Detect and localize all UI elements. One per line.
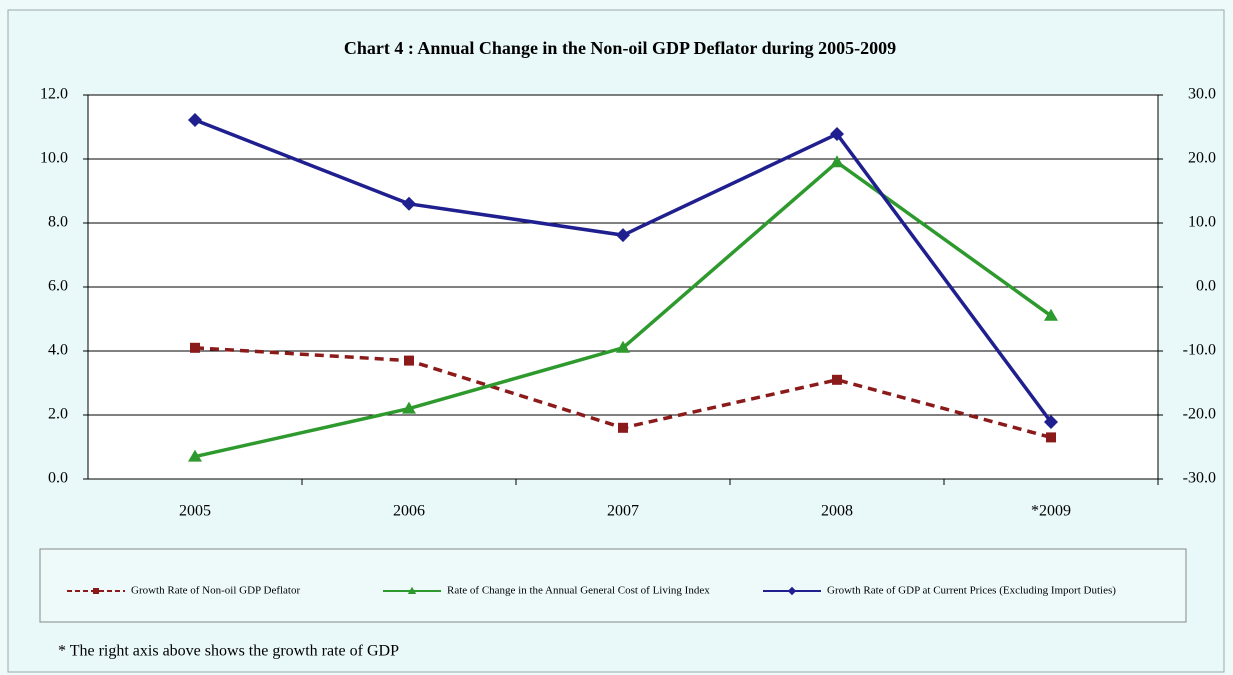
footnote: * The right axis above shows the growth … <box>58 643 399 660</box>
y2-tick-label: -20.0 <box>1183 406 1216 423</box>
y-tick-label: 12.0 <box>40 86 68 103</box>
legend-marker <box>407 586 417 594</box>
data-point <box>402 401 416 414</box>
y-tick-label: 2.0 <box>48 406 68 423</box>
x-tick-label: 2007 <box>607 503 639 520</box>
y2-tick-label: 10.0 <box>1188 214 1216 231</box>
y2-tick-label: 30.0 <box>1188 86 1216 103</box>
data-point <box>1044 308 1058 321</box>
y2-tick-label: -10.0 <box>1183 342 1216 359</box>
y2-tick-label: 0.0 <box>1196 278 1216 295</box>
y-tick-label: 0.0 <box>48 470 68 487</box>
y-tick-label: 6.0 <box>48 278 68 295</box>
data-point <box>188 112 202 127</box>
chart-title: Chart 4 : Annual Change in the Non-oil G… <box>344 38 896 58</box>
data-point <box>618 422 628 433</box>
legend-label: Rate of Change in the Annual General Cos… <box>447 585 710 597</box>
x-tick-label: *2009 <box>1031 503 1071 520</box>
legend-label: Growth Rate of GDP at Current Prices (Ex… <box>827 585 1116 597</box>
x-tick-label: 2005 <box>179 503 211 520</box>
data-point <box>1044 415 1058 430</box>
x-tick-label: 2008 <box>821 503 853 520</box>
data-point <box>402 196 416 211</box>
data-point <box>616 228 630 243</box>
data-point <box>1046 432 1056 443</box>
data-point <box>190 342 200 353</box>
y-tick-label: 4.0 <box>48 342 68 359</box>
legend-marker <box>93 588 99 594</box>
y2-tick-label: 20.0 <box>1188 150 1216 167</box>
legend-label: Growth Rate of Non-oil GDP Deflator <box>131 585 300 597</box>
y-tick-label: 8.0 <box>48 214 68 231</box>
data-point <box>830 155 844 168</box>
y2-tick-label: -30.0 <box>1183 470 1216 487</box>
data-point <box>616 340 630 353</box>
x-tick-label: 2006 <box>393 503 425 520</box>
data-point <box>404 355 414 366</box>
data-point <box>832 374 842 385</box>
data-point <box>830 127 844 142</box>
legend-marker <box>787 586 797 596</box>
y-tick-label: 10.0 <box>40 150 68 167</box>
data-point <box>188 449 202 462</box>
legend-box <box>39 548 1187 623</box>
